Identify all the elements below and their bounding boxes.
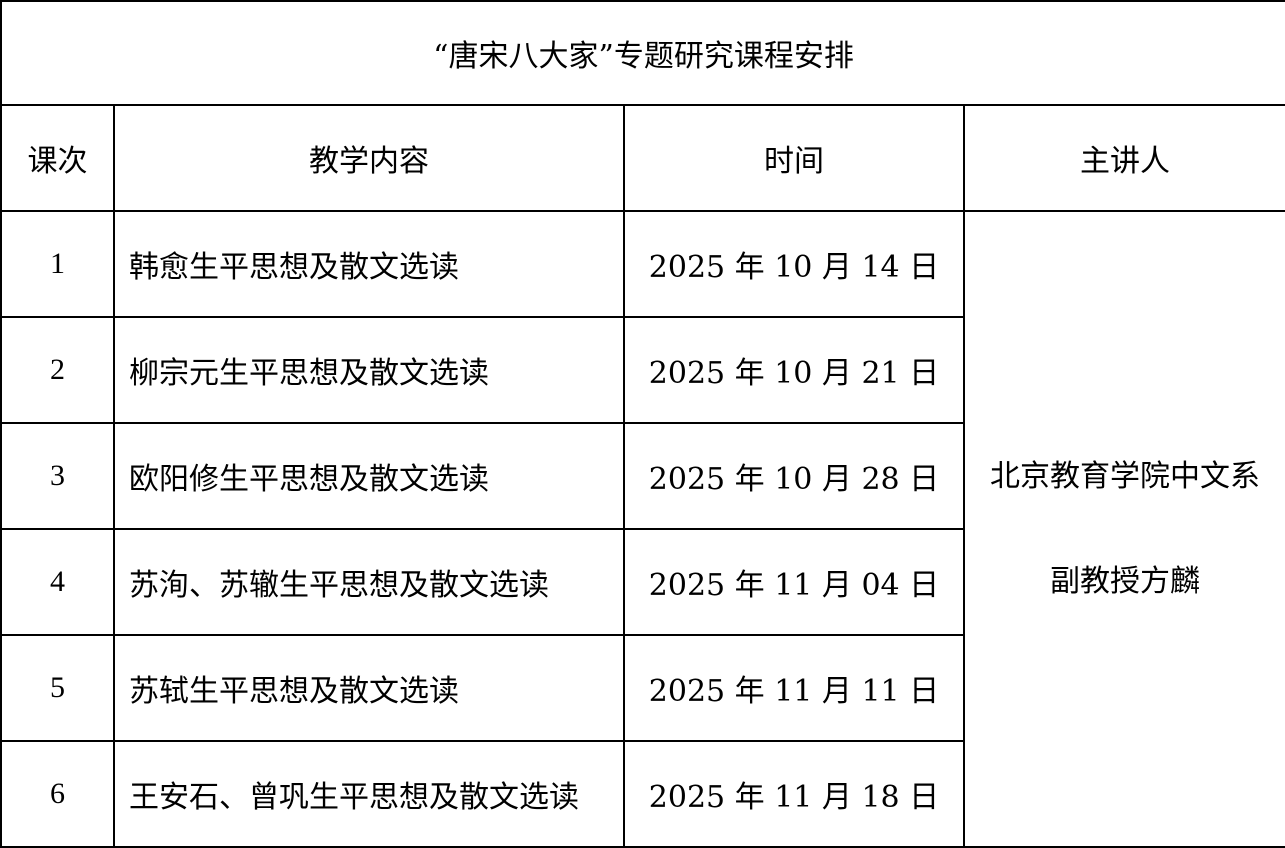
table-row: 1 韩愈生平思想及散文选读 2025 年 10 月 14 日 北京教育学院中文系… (0, 210, 1285, 848)
lesson-index: 5 (0, 634, 115, 742)
lecturer-name: 副教授方麟 (1050, 564, 1200, 599)
lesson-date: 2025 年 11 月 04 日 (623, 528, 965, 636)
lesson-date: 2025 年 11 月 18 日 (623, 740, 965, 848)
table-row: 5 苏轼生平思想及散文选读 2025 年 11 月 11 日 (0, 634, 1285, 742)
table-row: 4 苏洵、苏辙生平思想及散文选读 2025 年 11 月 04 日 (0, 528, 1285, 636)
lesson-index: 1 (0, 210, 115, 318)
lesson-date: 2025 年 10 月 14 日 (623, 210, 965, 318)
lesson-date: 2025 年 10 月 21 日 (623, 316, 965, 424)
lecturer-cell: 北京教育学院中文系 副教授方麟 (963, 210, 1285, 848)
lesson-index: 3 (0, 422, 115, 530)
header-row: 课次 教学内容 时间 主讲人 (0, 104, 1285, 212)
lesson-content: 王安石、曾巩生平思想及散文选读 (113, 740, 625, 848)
header-date: 时间 (623, 104, 965, 212)
lesson-date: 2025 年 11 月 11 日 (623, 634, 965, 742)
lesson-content: 柳宗元生平思想及散文选读 (113, 316, 625, 424)
lesson-date: 2025 年 10 月 28 日 (623, 422, 965, 530)
lesson-index: 2 (0, 316, 115, 424)
lesson-content: 苏轼生平思想及散文选读 (113, 634, 625, 742)
lesson-content: 韩愈生平思想及散文选读 (113, 210, 625, 318)
table-row: 6 王安石、曾巩生平思想及散文选读 2025 年 11 月 18 日 (0, 740, 1285, 848)
header-index: 课次 (0, 104, 115, 212)
lesson-content: 苏洵、苏辙生平思想及散文选读 (113, 528, 625, 636)
header-lecturer: 主讲人 (963, 104, 1285, 212)
lecturer-affiliation: 北京教育学院中文系 (990, 459, 1260, 494)
header-content: 教学内容 (113, 104, 625, 212)
lesson-content: 欧阳修生平思想及散文选读 (113, 422, 625, 530)
table-row: 3 欧阳修生平思想及散文选读 2025 年 10 月 28 日 (0, 422, 1285, 530)
table-title: “唐宋八大家”专题研究课程安排 (0, 0, 1285, 106)
table-row: 2 柳宗元生平思想及散文选读 2025 年 10 月 21 日 (0, 316, 1285, 424)
lesson-index: 4 (0, 528, 115, 636)
lesson-index: 6 (0, 740, 115, 848)
